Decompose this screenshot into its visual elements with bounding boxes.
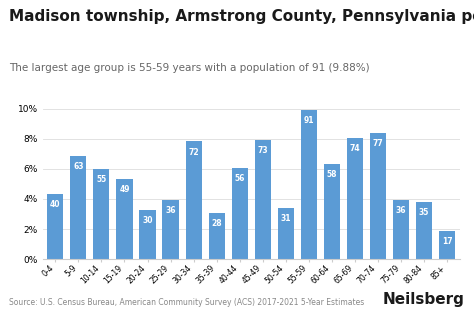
- Bar: [301, 110, 317, 259]
- Bar: [324, 164, 340, 259]
- Text: 36: 36: [165, 206, 176, 215]
- Text: 31: 31: [281, 215, 291, 223]
- Bar: [439, 231, 455, 259]
- Text: Neilsberg: Neilsberg: [383, 292, 465, 307]
- Bar: [163, 200, 179, 259]
- Text: 74: 74: [350, 144, 360, 153]
- Text: 17: 17: [442, 237, 452, 246]
- Bar: [232, 167, 248, 259]
- Bar: [47, 194, 64, 259]
- Text: 72: 72: [188, 148, 199, 156]
- Text: 58: 58: [327, 170, 337, 179]
- Text: 55: 55: [96, 175, 107, 184]
- Text: 63: 63: [73, 162, 83, 171]
- Text: 77: 77: [373, 139, 383, 148]
- Bar: [416, 202, 432, 259]
- Text: The largest age group is 55-59 years with a population of 91 (9.88%): The largest age group is 55-59 years wit…: [9, 63, 370, 73]
- Bar: [255, 140, 271, 259]
- Bar: [370, 133, 386, 259]
- Bar: [185, 142, 201, 259]
- Text: 73: 73: [257, 146, 268, 155]
- Text: Source: U.S. Census Bureau, American Community Survey (ACS) 2017-2021 5-Year Est: Source: U.S. Census Bureau, American Com…: [9, 298, 365, 307]
- Bar: [347, 138, 363, 259]
- Text: 35: 35: [419, 208, 429, 217]
- Bar: [93, 169, 109, 259]
- Text: 40: 40: [50, 200, 61, 209]
- Text: 49: 49: [119, 185, 130, 194]
- Text: 28: 28: [211, 219, 222, 228]
- Bar: [209, 213, 225, 259]
- Bar: [70, 156, 86, 259]
- Text: 56: 56: [235, 174, 245, 183]
- Bar: [117, 179, 133, 259]
- Text: 91: 91: [303, 117, 314, 125]
- Bar: [278, 209, 294, 259]
- Bar: [393, 200, 409, 259]
- Bar: [139, 210, 155, 259]
- Text: 30: 30: [142, 216, 153, 225]
- Text: 36: 36: [396, 206, 406, 215]
- Text: Madison township, Armstrong County, Pennsylvania population by age grou: Madison township, Armstrong County, Penn…: [9, 9, 474, 24]
